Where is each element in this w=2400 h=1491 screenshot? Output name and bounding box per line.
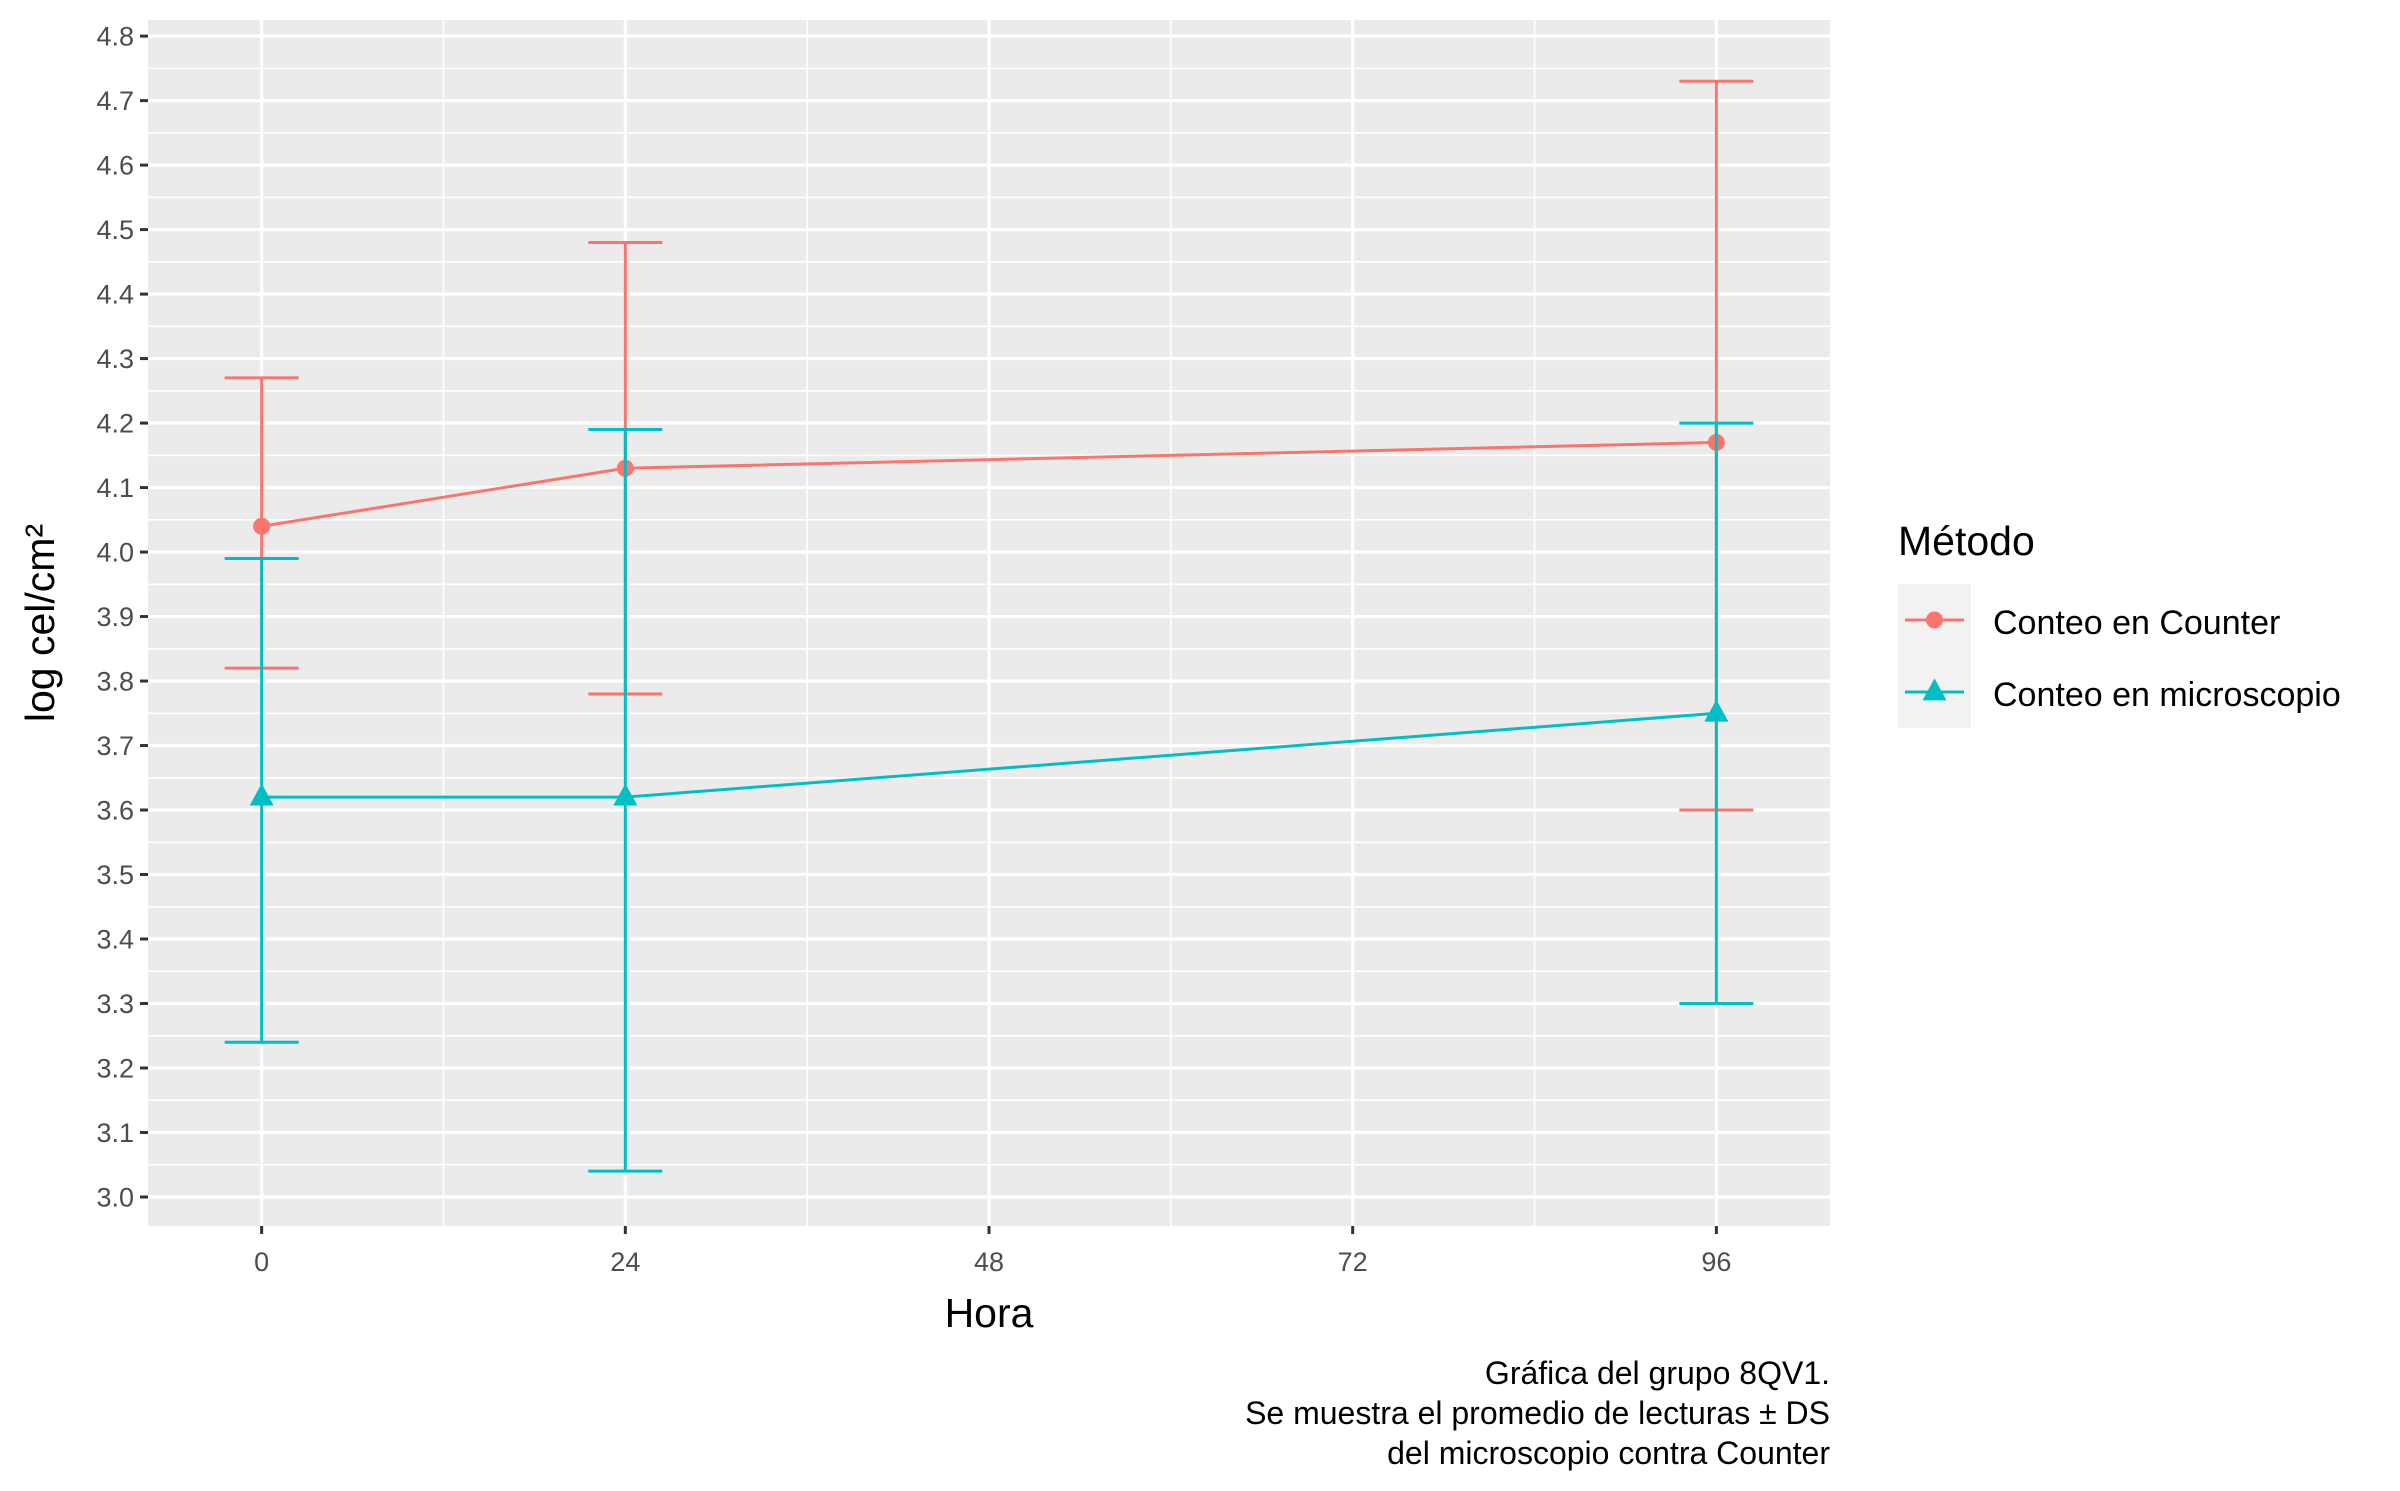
x-tick-label: 96 xyxy=(1701,1247,1731,1277)
y-tick-label: 3.2 xyxy=(96,1053,134,1083)
caption-line-2: Se muestra el promedio de lecturas ± DS xyxy=(1245,1395,1830,1431)
y-axis-title: log cel/cm² xyxy=(17,524,63,722)
legend-label-counter: Conteo en Counter xyxy=(1993,604,2280,642)
y-tick-label: 3.8 xyxy=(96,667,134,697)
x-tick-label: 0 xyxy=(254,1247,269,1277)
legend-key-marker-counter xyxy=(1926,611,1943,629)
y-axis: 3.0 3.1 3.2 3.3 3.4 3.5 3.6 3.7 3.8 3.9 4.0 4.1 4.2 4… xyxy=(96,22,148,1212)
x-tick-label: 48 xyxy=(974,1247,1004,1277)
y-tick-label: 3.9 xyxy=(96,602,134,632)
y-tick-label: 4.8 xyxy=(96,22,134,52)
y-tick-label: 3.1 xyxy=(96,1118,134,1148)
legend-keys-background xyxy=(1898,584,1971,728)
series-layer xyxy=(224,79,1754,1173)
x-tick-label: 24 xyxy=(610,1247,640,1277)
point-counter xyxy=(253,517,271,535)
legend-label-microscopio: Conteo en microscopio xyxy=(1993,676,2341,714)
y-tick-label: 4.2 xyxy=(96,409,134,439)
point-microscopio xyxy=(1704,699,1729,722)
point-microscopio xyxy=(249,783,274,806)
caption: Gráfica del grupo 8QV1. Se muestra el pr… xyxy=(1245,1355,1830,1471)
y-tick-label: 4.1 xyxy=(96,473,134,503)
point-microscopio xyxy=(613,783,638,806)
y-tick-label: 4.5 xyxy=(96,215,134,245)
y-tick-label: 3.0 xyxy=(96,1182,134,1212)
y-tick-label: 4.3 xyxy=(96,344,134,374)
y-tick-label: 3.6 xyxy=(96,796,134,826)
legend-title: Método xyxy=(1898,518,2035,564)
y-tick-label: 4.7 xyxy=(96,86,134,116)
y-tick-label: 4.4 xyxy=(96,280,134,310)
x-axis-title: Hora xyxy=(945,1290,1034,1336)
legend-keys xyxy=(1905,611,1964,701)
y-tick-label: 3.5 xyxy=(96,860,134,890)
y-tick-label: 4.0 xyxy=(96,538,134,568)
y-tick-label: 3.3 xyxy=(96,989,134,1019)
x-tick-label: 72 xyxy=(1338,1247,1368,1277)
y-tick-label: 3.4 xyxy=(96,925,134,955)
x-axis: 0 24 48 72 96 xyxy=(254,1226,1731,1277)
caption-line-3: del microscopio contra Counter xyxy=(1387,1435,1830,1471)
caption-line-1: Gráfica del grupo 8QV1. xyxy=(1485,1355,1830,1391)
y-tick-label: 4.6 xyxy=(96,151,134,181)
legend-key-marker-microscopio xyxy=(1922,678,1947,701)
y-tick-label: 3.7 xyxy=(96,731,134,761)
legend: Método Conteo en Counter Conteo en micro… xyxy=(1898,518,2341,728)
